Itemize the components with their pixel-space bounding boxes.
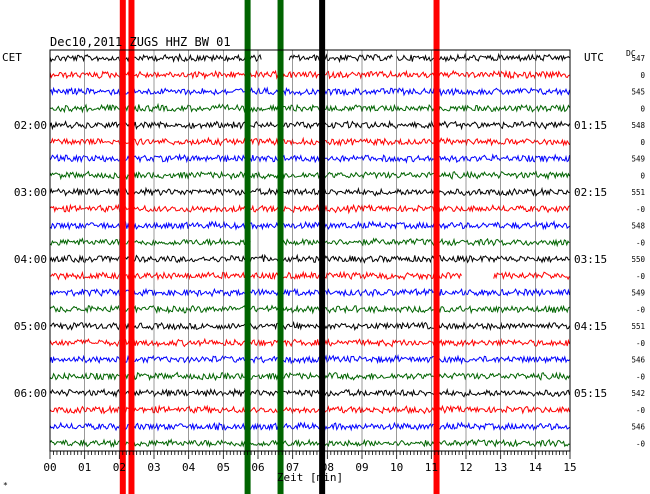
trace-3-segment-0	[49, 102, 571, 114]
left-time-label: 06:00	[14, 387, 47, 400]
dc-value: 551	[631, 188, 645, 197]
x-tick-label-11: 11	[425, 461, 438, 474]
trace-13-segment-0	[50, 270, 462, 281]
trace-8-segment-0	[49, 186, 570, 197]
dc-value: 542	[631, 389, 645, 398]
x-tick-label-12: 12	[459, 461, 472, 474]
trace-4-segment-0	[49, 119, 571, 131]
dc-value: 551	[631, 322, 645, 331]
dc-value: 549	[631, 289, 645, 298]
event-markers	[119, 0, 440, 494]
right-time-label: 03:15	[574, 253, 607, 266]
event-marker-3	[277, 0, 284, 494]
trace-22-segment-0	[49, 421, 570, 432]
dc-value: -0	[636, 305, 646, 314]
left-time-label: 02:00	[14, 119, 47, 132]
x-tick-label-14: 14	[529, 461, 543, 474]
right-time-label: 02:15	[574, 186, 607, 199]
trace-17-segment-0	[49, 337, 571, 348]
trace-12-segment-0	[49, 253, 570, 265]
trace-10-segment-0	[49, 220, 570, 231]
corner-mark: *	[3, 481, 8, 490]
x-axis-ticks: 00 01 02 03 04 05 06 07 08 09 10 11 12 13 14 15	[43, 451, 577, 474]
event-marker-4	[319, 0, 326, 494]
dc-value: 0	[640, 104, 645, 113]
event-marker-1	[128, 0, 135, 494]
dc-value: -0	[636, 238, 646, 247]
trace-20-segment-0	[49, 387, 571, 399]
x-tick-label-08: 08	[321, 461, 334, 474]
trace-18-segment-0	[49, 354, 570, 365]
right-time-label: 04:15	[574, 320, 607, 333]
left-timezone-label: CET	[2, 51, 22, 64]
trace-14-segment-0	[49, 287, 571, 298]
trace-19-segment-0	[49, 371, 571, 382]
right-time-label: 05:15	[574, 387, 607, 400]
trace-15-segment-0	[49, 304, 570, 315]
trace-1-segment-0	[49, 69, 570, 80]
x-tick-label-03: 03	[147, 461, 160, 474]
dc-value: 545	[631, 88, 645, 97]
trace-0-segment-2	[396, 52, 570, 63]
x-tick-label-06: 06	[251, 461, 264, 474]
dc-value: 548	[631, 121, 645, 130]
dc-value: 547	[631, 54, 645, 63]
chart-title: Dec10,2011 ZUGS HHZ BW 01	[50, 35, 231, 49]
dc-label: DC	[626, 49, 636, 58]
traces-layer	[49, 52, 571, 449]
x-tick-label-15: 15	[563, 461, 576, 474]
x-axis-label: Zeit [min]	[277, 471, 343, 484]
left-time-label: 03:00	[14, 186, 47, 199]
left-time-label: 05:00	[14, 320, 47, 333]
trace-2-segment-0	[49, 86, 571, 97]
trace-7-segment-0	[49, 170, 571, 181]
trace-0-segment-0	[49, 52, 262, 63]
x-tick-label-00: 00	[43, 461, 56, 474]
dc-value: 548	[631, 222, 645, 231]
dc-value: -0	[636, 439, 646, 448]
event-marker-5	[433, 0, 440, 494]
minute-grid	[84, 50, 536, 451]
dc-value: 549	[631, 155, 645, 164]
x-tick-label-07: 07	[286, 461, 299, 474]
trace-16-segment-0	[49, 320, 571, 332]
trace-23-segment-0	[49, 437, 570, 449]
x-tick-label-13: 13	[494, 461, 507, 474]
dc-value: 0	[640, 71, 645, 80]
x-tick-label-02: 02	[113, 461, 126, 474]
event-marker-2	[244, 0, 251, 494]
trace-13-segment-1	[493, 271, 570, 281]
right-timezone-label: UTC	[584, 51, 604, 64]
x-tick-label-10: 10	[390, 461, 403, 474]
dc-value: 546	[631, 423, 645, 432]
left-time-label: 04:00	[14, 253, 47, 266]
x-tick-label-04: 04	[182, 461, 196, 474]
dc-value: 0	[640, 171, 645, 180]
dc-value: -0	[636, 372, 646, 381]
dc-value: -0	[636, 205, 646, 214]
dc-value: -0	[636, 339, 646, 348]
right-time-label: 01:15	[574, 119, 607, 132]
dc-value: 0	[640, 138, 645, 147]
event-marker-0	[119, 0, 126, 494]
dc-value: 546	[631, 356, 645, 365]
dc-value: 550	[631, 255, 645, 264]
x-tick-label-05: 05	[217, 461, 230, 474]
dc-value: -0	[636, 406, 646, 415]
trace-9-segment-0	[49, 203, 570, 215]
trace-5-segment-0	[49, 136, 571, 147]
x-tick-label-01: 01	[78, 461, 91, 474]
trace-11-segment-0	[49, 237, 251, 247]
trace-6-segment-0	[49, 153, 571, 164]
dc-value: -0	[636, 272, 646, 281]
trace-21-segment-0	[49, 404, 571, 416]
x-tick-label-09: 09	[355, 461, 368, 474]
trace-0-segment-1	[288, 53, 393, 64]
